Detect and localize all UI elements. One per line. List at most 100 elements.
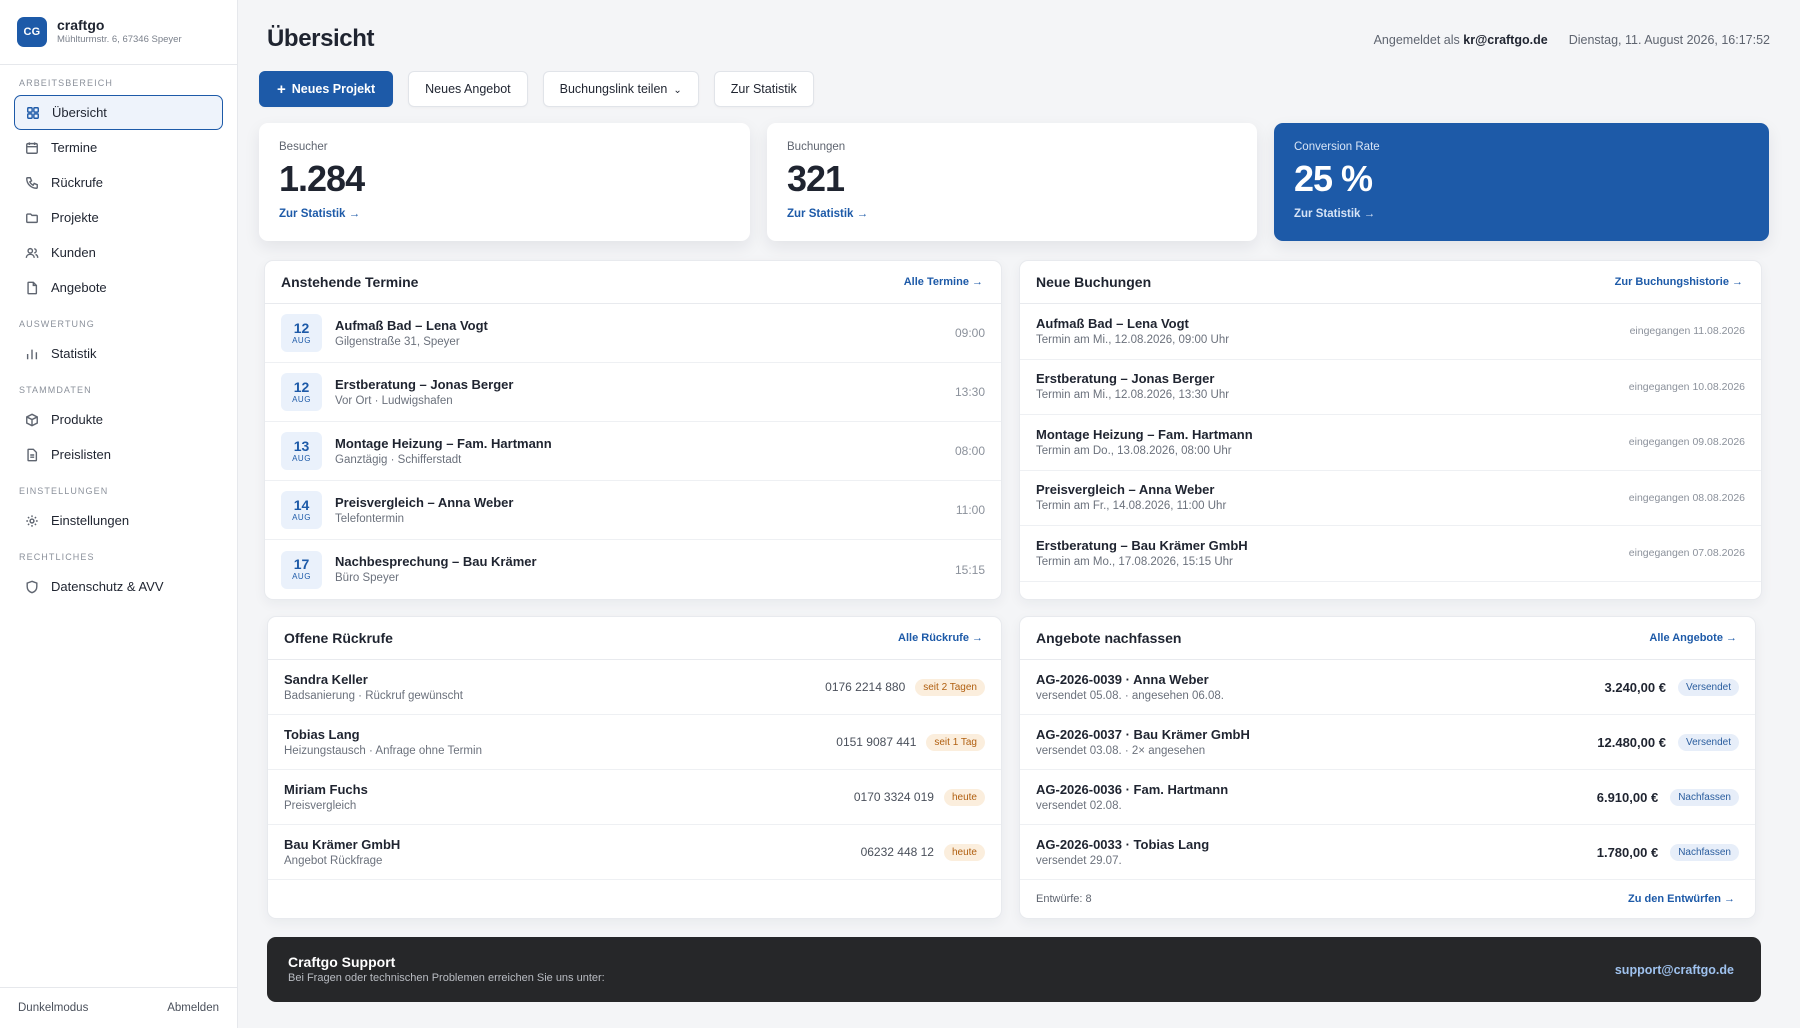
- appointment-location: Gilgenstraße 31, Speyer: [335, 335, 460, 348]
- callback-age-badge: seit 2 Tagen: [915, 678, 985, 696]
- offer-amount: 12.480,00 €: [1597, 734, 1666, 750]
- document-icon: [27, 281, 38, 294]
- plus-icon: +: [277, 80, 286, 98]
- callback-phone[interactable]: 06232 448 12: [860, 845, 934, 859]
- date-month: AUG: [292, 394, 311, 404]
- date-badge: 13 AUG: [281, 432, 322, 470]
- sidebar-item-uebersicht[interactable]: Übersicht: [14, 95, 223, 130]
- logout-button[interactable]: Abmelden: [167, 1002, 219, 1014]
- sidebar-item-produkte[interactable]: Produkte: [14, 402, 223, 437]
- offer-row[interactable]: AG-2026-0037 · Bau Krämer GmbH versendet …: [1020, 715, 1755, 770]
- date-month: AUG: [292, 512, 311, 522]
- drafts-link[interactable]: Zu den Entwürfen →: [1628, 893, 1735, 905]
- share-booking-link-button[interactable]: Buchungslink teilen ⌄: [542, 71, 699, 107]
- stat-link[interactable]: Zur Statistik →: [1294, 208, 1376, 220]
- appointment-location: Ganztägig · Schifferstadt: [335, 453, 462, 466]
- sidebar-item-label: Preislisten: [51, 447, 111, 462]
- support-email-link[interactable]: support@craftgo.de: [1614, 962, 1734, 977]
- offer-title: AG-2026-0037 · Bau Krämer GmbH: [1036, 726, 1250, 742]
- offer-row[interactable]: AG-2026-0036 · Fam. Hartmann versendet 02…: [1020, 770, 1755, 825]
- booking-received: eingegangen 07.08.2026: [1628, 547, 1745, 560]
- bookings-panel: Neue Buchungen Zur Buchungshistorie → Au…: [1019, 260, 1762, 600]
- booking-row[interactable]: Montage Heizung – Fam. Hartmann Termin am…: [1020, 415, 1761, 471]
- offer-status-text: versendet 02.08.: [1036, 799, 1122, 812]
- share-booking-link-label: Buchungslink teilen: [559, 82, 668, 96]
- booking-row[interactable]: Aufmaß Bad – Lena Vogt Termin am Mi., 12.…: [1020, 304, 1761, 360]
- nav-section-title: AUSWERTUNG: [19, 319, 95, 329]
- header-info: Angemeldet als kr@craftgo.de Dienstag, 1…: [1374, 33, 1770, 47]
- phone-icon: [26, 176, 38, 189]
- sidebar-item-angebote[interactable]: Angebote: [14, 270, 223, 305]
- date-badge: 12 AUG: [281, 314, 322, 352]
- callback-topic: Badsanierung · Rückruf gewünscht: [284, 689, 463, 702]
- appointment-row[interactable]: 12 AUG Aufmaß Bad – Lena Vogt Gilgenstraße…: [265, 304, 1001, 363]
- calendar-icon: [26, 141, 38, 154]
- offer-amount: 6.910,00 €: [1596, 789, 1659, 805]
- offer-row[interactable]: AG-2026-0033 · Tobias Lang versendet 29.0…: [1020, 825, 1755, 880]
- appointment-row[interactable]: 13 AUG Montage Heizung – Fam. Hartmann Gan…: [265, 422, 1001, 481]
- offers-footer: Entwürfe: 8 Zu den Entwürfen →: [1020, 880, 1755, 918]
- offer-row[interactable]: AG-2026-0039 · Anna Weber versendet 05.08…: [1020, 660, 1755, 715]
- page-title: Übersicht: [267, 25, 375, 52]
- new-offer-button[interactable]: Neues Angebot: [408, 71, 528, 107]
- sidebar-item-kunden[interactable]: Kunden: [14, 235, 223, 270]
- all-appointments-link[interactable]: Alle Termine →: [903, 276, 983, 288]
- callback-phone[interactable]: 0176 2214 880: [825, 680, 906, 694]
- panel-header: Offene Rückrufe Alle Rückrufe →: [268, 617, 1001, 660]
- callback-row[interactable]: Miriam Fuchs Preisvergleich 0170 3324 019…: [268, 770, 1001, 825]
- panel-header: Anstehende Termine Alle Termine →: [265, 261, 1001, 304]
- appointment-row[interactable]: 12 AUG Erstberatung – Jonas Berger Vor Ort…: [265, 363, 1001, 422]
- booking-date: Termin am Do., 13.08.2026, 08:00 Uhr: [1036, 444, 1232, 457]
- date-day: 12: [293, 378, 310, 395]
- callback-age-badge: seit 1 Tag: [926, 733, 985, 751]
- booking-row[interactable]: Erstberatung – Bau Krämer GmbH Termin am …: [1020, 526, 1761, 582]
- sidebar-item-preislisten[interactable]: Preislisten: [14, 437, 223, 472]
- booking-row[interactable]: Preisvergleich – Anna Weber Termin am Fr.…: [1020, 471, 1761, 526]
- all-callbacks-link[interactable]: Alle Rückrufe →: [898, 632, 983, 644]
- chevron-down-icon: ⌄: [673, 85, 682, 96]
- booking-row[interactable]: Erstberatung – Jonas Berger Termin am Mi.…: [1020, 360, 1761, 415]
- sidebar-item-rueckrufe[interactable]: Rückrufe: [14, 165, 223, 200]
- sidebar-item-label: Rückrufe: [51, 175, 104, 190]
- new-project-label: Neues Projekt: [291, 82, 376, 96]
- sidebar-item-projekte[interactable]: Projekte: [14, 200, 223, 235]
- dark-mode-toggle[interactable]: Dunkelmodus: [18, 1002, 89, 1014]
- appointment-title: Erstberatung – Jonas Berger: [335, 376, 514, 392]
- panel-title: Anstehende Termine: [281, 274, 419, 290]
- brand-name: craftgo: [57, 17, 105, 33]
- brand[interactable]: CG craftgo Mühlturmstr. 6, 67346 Speyer: [0, 0, 237, 65]
- appointment-row[interactable]: 14 AUG Preisvergleich – Anna Weber Telefon…: [265, 481, 1001, 540]
- sidebar-item-label: Termine: [51, 140, 98, 155]
- appointment-row[interactable]: 17 AUG Nachbesprechung – Bau Krämer Büro S…: [265, 540, 1001, 599]
- callback-row[interactable]: Sandra Keller Badsanierung · Rückruf gewü…: [268, 660, 1001, 715]
- appointment-title: Montage Heizung – Fam. Hartmann: [335, 435, 552, 451]
- statistics-button[interactable]: Zur Statistik: [713, 71, 814, 107]
- sidebar-item-datenschutz[interactable]: Datenschutz & AVV: [14, 569, 223, 604]
- stat-link[interactable]: Zur Statistik →: [787, 208, 869, 220]
- drafts-count: Entwürfe: 8: [1036, 893, 1092, 905]
- sidebar-item-termine[interactable]: Termine: [14, 130, 223, 165]
- date-badge: 17 AUG: [281, 550, 322, 589]
- sidebar-item-label: Datenschutz & AVV: [51, 579, 164, 594]
- booking-history-link[interactable]: Zur Buchungshistorie →: [1614, 276, 1743, 288]
- date-month: AUG: [292, 453, 311, 463]
- sidebar-item-statistik[interactable]: Statistik: [14, 336, 223, 371]
- stat-link[interactable]: Zur Statistik →: [279, 208, 361, 220]
- booking-title: Preisvergleich – Anna Weber: [1036, 482, 1215, 498]
- callback-phone[interactable]: 0151 9087 441: [836, 735, 917, 749]
- callback-name: Bau Krämer GmbH: [284, 836, 401, 852]
- callback-row[interactable]: Tobias Lang Heizungstausch · Anfrage ohne…: [268, 715, 1001, 770]
- callback-phone[interactable]: 0170 3324 019: [853, 790, 934, 804]
- new-project-button[interactable]: + Neues Projekt: [259, 71, 394, 107]
- callback-age-badge: heute: [943, 788, 985, 806]
- sidebar-item-label: Statistik: [51, 346, 97, 361]
- callback-name: Tobias Lang: [284, 726, 360, 742]
- callback-row[interactable]: Bau Krämer GmbH Angebot Rückfrage 06232 4…: [268, 825, 1001, 880]
- offer-status-text: versendet 03.08. · 2× angesehen: [1036, 744, 1206, 757]
- appointment-title: Preisvergleich – Anna Weber: [335, 494, 514, 510]
- offer-title: AG-2026-0033 · Tobias Lang: [1036, 836, 1210, 852]
- sidebar-item-einstellungen[interactable]: Einstellungen: [14, 503, 223, 538]
- logged-in-label: Angemeldet als: [1373, 33, 1460, 47]
- booking-date: Termin am Mi., 12.08.2026, 09:00 Uhr: [1036, 333, 1230, 346]
- all-offers-link[interactable]: Alle Angebote →: [1649, 632, 1737, 644]
